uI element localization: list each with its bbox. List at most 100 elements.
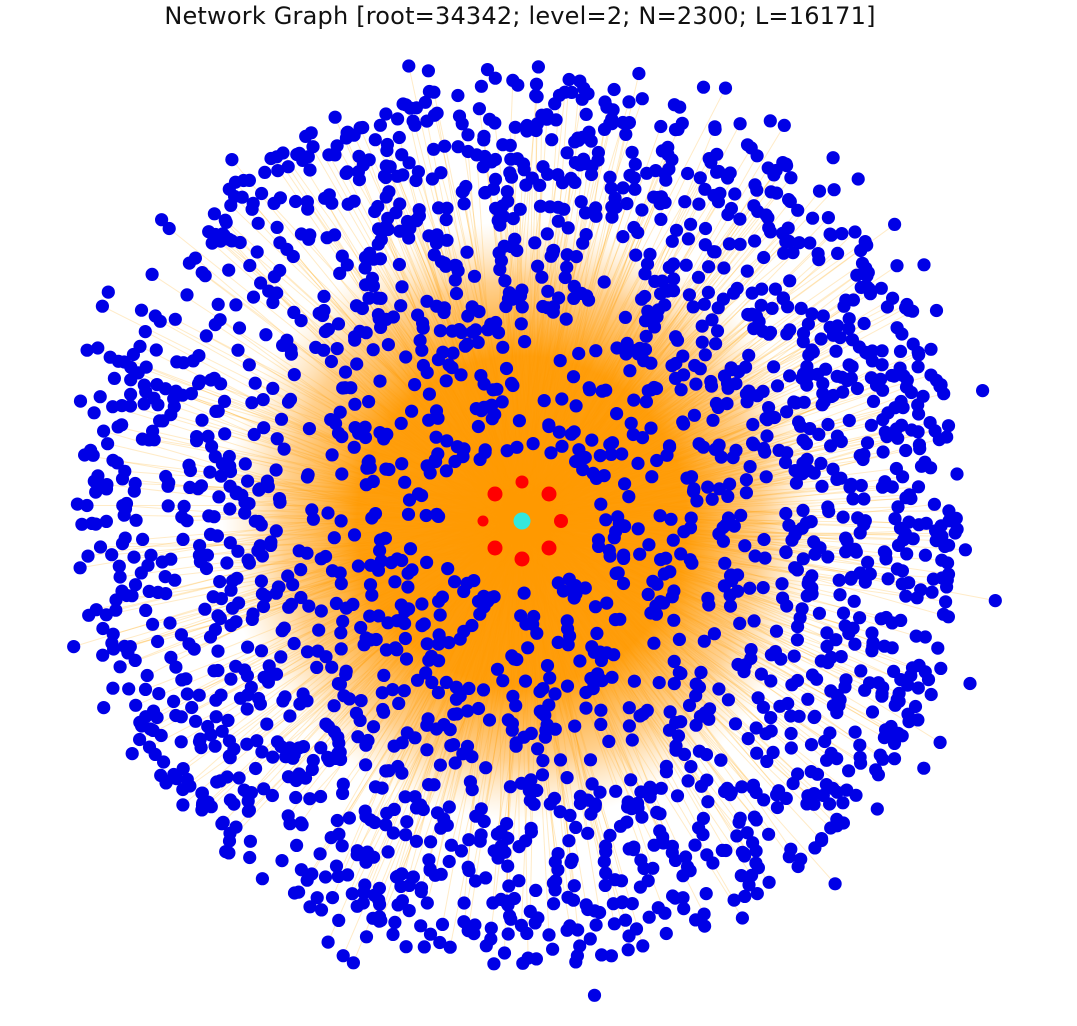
level2-node xyxy=(548,722,562,736)
level2-node xyxy=(704,379,719,393)
level2-node xyxy=(73,561,87,575)
level2-node xyxy=(723,588,737,603)
level2-node xyxy=(741,732,755,746)
level2-node xyxy=(623,168,637,182)
level2-node xyxy=(553,753,568,767)
level2-node xyxy=(751,861,766,875)
level2-node xyxy=(113,570,127,584)
level2-node xyxy=(617,548,631,562)
level2-node xyxy=(128,578,143,592)
level2-node xyxy=(349,299,364,313)
level2-node xyxy=(461,128,475,142)
level2-node xyxy=(595,948,609,962)
level2-node xyxy=(523,904,537,919)
level2-node xyxy=(683,521,698,535)
level2-node xyxy=(371,308,385,322)
level2-node xyxy=(514,317,528,331)
level2-node xyxy=(656,836,670,850)
level2-node xyxy=(893,344,908,358)
level2-node xyxy=(646,574,660,588)
level2-node xyxy=(124,387,138,401)
level2-node xyxy=(428,453,442,467)
level2-node xyxy=(712,682,726,696)
level2-node xyxy=(240,737,254,751)
level2-node xyxy=(97,424,111,438)
level2-node xyxy=(524,825,539,839)
level2-node xyxy=(329,596,343,611)
level2-node xyxy=(649,599,663,613)
level2-node xyxy=(455,325,469,339)
level2-node xyxy=(259,328,273,342)
level2-node xyxy=(255,872,269,886)
level2-node xyxy=(589,918,603,932)
level2-node xyxy=(905,423,919,437)
level2-node xyxy=(742,878,756,892)
level2-node xyxy=(858,575,872,589)
level2-node xyxy=(552,88,567,102)
level2-node xyxy=(779,545,793,560)
level2-node xyxy=(625,733,639,747)
level2-node xyxy=(743,460,757,474)
graph-title: Network Graph [root=34342; level=2; N=23… xyxy=(164,2,876,30)
level2-node xyxy=(520,926,534,941)
level2-node xyxy=(879,552,893,566)
level2-node xyxy=(676,415,690,429)
level2-node xyxy=(395,894,409,908)
level2-node xyxy=(527,609,541,624)
level2-node xyxy=(589,471,604,485)
level2-node xyxy=(210,775,224,789)
level2-node xyxy=(531,259,545,273)
level2-node xyxy=(593,673,608,687)
level2-node xyxy=(373,897,387,912)
level2-node xyxy=(520,124,534,138)
level2-node xyxy=(618,913,633,927)
level2-node xyxy=(241,474,255,488)
level2-node xyxy=(335,839,349,853)
level2-node xyxy=(584,807,598,821)
level2-node xyxy=(530,626,544,640)
level2-node xyxy=(585,433,599,447)
level2-node xyxy=(654,119,668,134)
level2-node xyxy=(828,877,842,891)
level2-node xyxy=(155,213,169,227)
level2-node xyxy=(433,758,447,772)
level2-node xyxy=(598,878,612,893)
level2-node xyxy=(784,726,798,741)
level2-node xyxy=(600,596,614,610)
level2-node xyxy=(140,668,154,683)
level2-node xyxy=(924,687,938,702)
level2-node xyxy=(658,298,672,312)
level2-node xyxy=(395,613,409,627)
level2-node xyxy=(710,324,725,338)
level2-node xyxy=(333,266,347,280)
level2-node xyxy=(891,431,905,445)
level2-node xyxy=(477,814,491,829)
level2-node xyxy=(537,394,551,408)
level2-node xyxy=(167,392,181,406)
level2-node xyxy=(443,940,457,954)
level2-node xyxy=(391,759,405,774)
level2-node xyxy=(457,896,471,910)
level2-node xyxy=(273,236,287,250)
level2-node xyxy=(705,492,719,506)
level2-node xyxy=(359,855,373,869)
level2-node xyxy=(557,202,571,216)
level2-node xyxy=(334,642,348,656)
level2-node xyxy=(918,455,932,469)
level2-node xyxy=(401,580,415,594)
level2-node xyxy=(112,559,126,573)
level2-node xyxy=(627,393,641,407)
level2-node xyxy=(717,579,732,593)
level2-node xyxy=(950,467,964,481)
level2-node xyxy=(739,473,754,487)
level2-node xyxy=(616,181,630,195)
level2-node xyxy=(594,717,608,732)
level2-node xyxy=(653,509,667,523)
level2-node xyxy=(194,479,208,493)
level2-node xyxy=(198,602,212,616)
level2-node xyxy=(393,224,407,238)
level2-node xyxy=(359,738,373,752)
level2-node xyxy=(207,510,221,524)
level2-node xyxy=(183,480,197,494)
level2-node xyxy=(684,511,698,525)
